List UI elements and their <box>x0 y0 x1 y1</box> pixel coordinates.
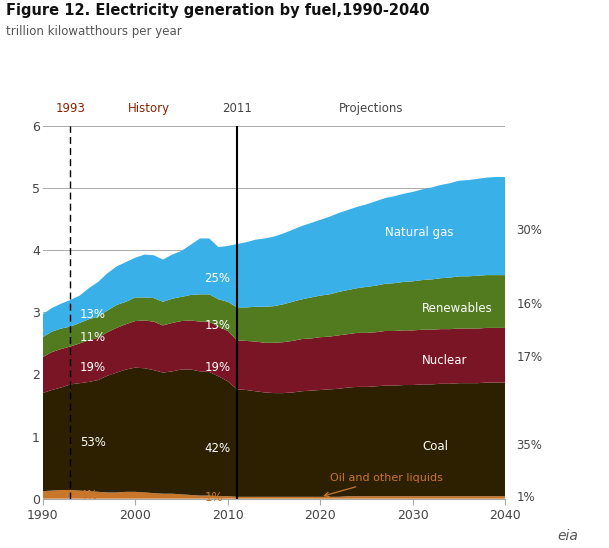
Text: Projections: Projections <box>339 102 404 115</box>
Text: 13%: 13% <box>205 319 231 332</box>
Text: 1%: 1% <box>205 492 224 505</box>
Text: Figure 12. Electricity generation by fuel,1990-2040: Figure 12. Electricity generation by fue… <box>6 3 430 18</box>
Text: trillion kilowatthours per year: trillion kilowatthours per year <box>6 25 182 38</box>
Text: 19%: 19% <box>80 361 106 374</box>
Text: 1%: 1% <box>516 491 535 504</box>
Text: 25%: 25% <box>205 272 231 286</box>
Text: 53%: 53% <box>80 436 105 449</box>
Text: Renewables: Renewables <box>422 302 493 315</box>
Text: History: History <box>128 102 170 115</box>
Text: eia: eia <box>558 528 579 543</box>
Text: 13%: 13% <box>80 308 105 321</box>
Text: 4%: 4% <box>80 489 98 502</box>
Text: 35%: 35% <box>516 438 543 452</box>
Text: 19%: 19% <box>205 361 231 374</box>
Text: 42%: 42% <box>205 442 231 455</box>
Text: 1993: 1993 <box>55 102 85 115</box>
Text: 17%: 17% <box>516 351 543 364</box>
Text: Natural gas: Natural gas <box>385 226 454 238</box>
Text: Nuclear: Nuclear <box>422 354 468 367</box>
Text: 30%: 30% <box>516 225 543 237</box>
Text: Coal: Coal <box>422 439 448 453</box>
Text: 16%: 16% <box>516 298 543 311</box>
Text: Oil and other liquids: Oil and other liquids <box>325 473 443 496</box>
Text: 2011: 2011 <box>222 102 252 115</box>
Text: 11%: 11% <box>80 331 106 344</box>
